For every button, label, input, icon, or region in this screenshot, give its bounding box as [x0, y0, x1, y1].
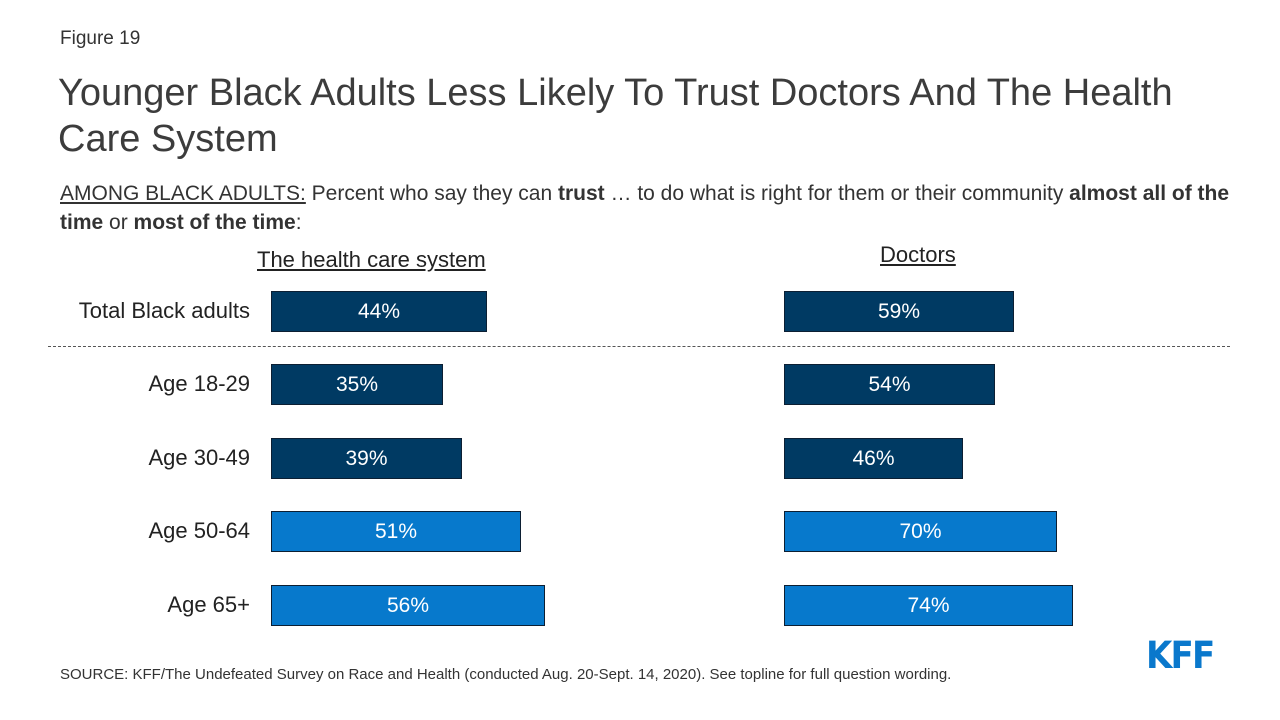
kff-logo: KFF	[1146, 634, 1215, 677]
subtitle-bold-2: almost all of the time	[60, 182, 1230, 234]
category-label-age-50-64: Age 50-64	[148, 518, 250, 543]
total-divider	[48, 346, 1230, 347]
data-label: 70%	[899, 519, 942, 543]
bar-doctors-age-30-49: 46%	[784, 438, 963, 479]
bar-the-health-care-system-total-black-adults: 44%	[271, 291, 487, 332]
data-label: 51%	[374, 519, 418, 543]
data-label: 46%	[852, 446, 895, 470]
series-title-doctors: Doctors	[880, 242, 956, 267]
category-label-age-18-29: Age 18-29	[148, 371, 250, 396]
category-label-total-black-adults: Total Black adults	[78, 298, 250, 323]
bar-doctors-age-18-29: 54%	[784, 364, 995, 405]
chart-title: Younger Black Adults Less Likely To Trus…	[58, 72, 1173, 160]
figure-label: Figure 19	[60, 28, 141, 49]
bar-the-health-care-system-age-18-29: 35%	[271, 364, 443, 405]
subtitle-text-2: … to do what is right for them or their …	[604, 182, 1070, 205]
subtitle-bold-3: most of the time	[133, 211, 296, 234]
data-label: 44%	[357, 299, 401, 323]
bar-doctors-age-50-64: 70%	[784, 511, 1057, 552]
bar-the-health-care-system-age-30-49: 39%	[271, 438, 462, 479]
source-note: SOURCE: KFF/The Undefeated Survey on Rac…	[60, 666, 952, 683]
subtitle-text-1: Percent who say they can	[305, 182, 558, 205]
bar-the-health-care-system-age-50-64: 51%	[271, 511, 521, 552]
data-label: 56%	[386, 593, 430, 617]
category-label-age-30-49: Age 30-49	[148, 445, 250, 470]
subtitle-bold-1: trust	[557, 182, 605, 205]
data-label: 54%	[868, 372, 911, 396]
category-label-age-65: Age 65+	[167, 592, 250, 617]
subtitle-text-3: or	[103, 211, 134, 234]
bar-doctors-total-black-adults: 59%	[784, 291, 1014, 332]
data-label: 39%	[345, 446, 388, 470]
series-title-the-health-care-system: The health care system	[257, 247, 486, 272]
bar-doctors-age-65: 74%	[784, 585, 1073, 626]
data-label: 35%	[335, 372, 379, 396]
subtitle-text-4: :	[295, 211, 302, 234]
subtitle-prefix: AMONG BLACK ADULTS:	[60, 182, 306, 205]
data-label: 74%	[907, 593, 950, 617]
bar-the-health-care-system-age-65: 56%	[271, 585, 545, 626]
chart-subtitle: AMONG BLACK ADULTS: Percent who say they…	[60, 179, 1240, 237]
data-label: 59%	[877, 299, 921, 323]
